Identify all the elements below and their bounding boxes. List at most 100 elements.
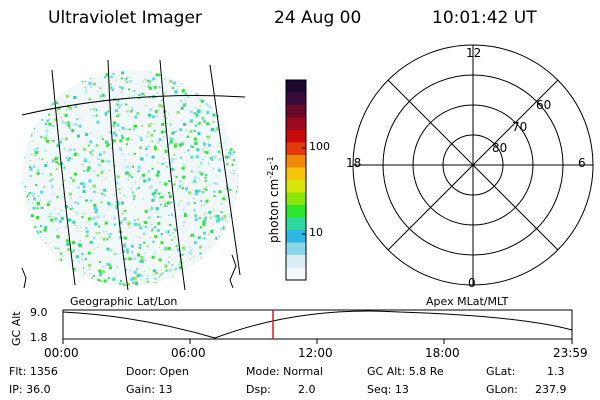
speckle xyxy=(224,92,226,94)
speckle xyxy=(121,249,125,253)
speckle xyxy=(176,243,178,245)
speckle xyxy=(85,81,86,82)
speckle xyxy=(69,208,72,211)
speckle xyxy=(222,111,226,115)
speckle xyxy=(167,205,168,207)
speckle xyxy=(138,165,141,168)
colorbar-segment xyxy=(286,80,306,93)
speckle xyxy=(53,193,55,195)
speckle xyxy=(184,103,187,106)
speckle xyxy=(195,189,198,193)
speckle xyxy=(181,246,185,250)
speckle xyxy=(164,246,167,249)
speckle xyxy=(197,72,201,76)
speckle xyxy=(41,118,44,121)
speckle xyxy=(48,113,51,116)
speckle xyxy=(88,81,92,85)
speckle xyxy=(158,138,162,141)
speckle xyxy=(160,233,163,236)
speckle xyxy=(218,282,221,285)
speckle xyxy=(173,131,176,134)
speckle xyxy=(163,158,165,160)
speckle xyxy=(68,157,71,160)
speckle xyxy=(153,85,157,89)
speckle xyxy=(29,167,33,171)
speckle xyxy=(59,76,62,79)
speckle xyxy=(136,135,138,136)
speckle xyxy=(129,77,131,79)
speckle xyxy=(125,143,128,146)
speckle xyxy=(142,80,144,82)
speckle xyxy=(234,272,237,275)
speckle xyxy=(204,146,206,148)
speckle xyxy=(119,139,123,143)
speckle xyxy=(144,209,148,213)
speckle xyxy=(194,142,198,145)
speckle xyxy=(112,89,114,92)
speckle xyxy=(133,128,136,131)
speckle xyxy=(99,280,103,284)
speckle xyxy=(75,224,77,226)
speckle xyxy=(55,81,58,84)
x-tick-label-1200: 12:00 xyxy=(298,346,333,360)
speckle xyxy=(32,202,34,204)
speckle xyxy=(99,87,102,90)
speckle xyxy=(83,169,85,172)
speckle xyxy=(157,221,161,225)
speckle xyxy=(96,215,100,219)
speckle xyxy=(160,203,162,206)
mlt-label-6: 6 xyxy=(578,156,586,170)
speckle xyxy=(25,270,29,274)
speckle xyxy=(63,148,65,150)
speckle xyxy=(188,191,192,195)
speckle xyxy=(158,109,160,111)
speckle xyxy=(107,202,111,205)
speckle xyxy=(199,267,203,271)
speckle xyxy=(223,263,226,266)
speckle xyxy=(134,222,137,226)
speckle xyxy=(184,216,186,218)
speckle xyxy=(94,222,98,226)
speckle xyxy=(38,98,40,101)
speckle xyxy=(79,118,81,120)
speckle xyxy=(210,230,214,233)
speckle xyxy=(235,213,237,216)
speckle xyxy=(121,103,123,106)
speckle xyxy=(87,217,91,221)
speckle xyxy=(199,178,200,180)
speckle xyxy=(81,216,84,218)
speckle xyxy=(23,157,25,159)
speckle xyxy=(65,226,67,228)
speckle xyxy=(222,74,226,78)
speckle xyxy=(171,231,174,234)
speckle xyxy=(127,178,130,181)
speckle xyxy=(224,70,227,74)
speckle xyxy=(189,70,193,74)
speckle xyxy=(89,240,93,244)
speckle xyxy=(179,180,181,182)
speckle xyxy=(181,184,183,186)
speckle xyxy=(193,176,197,180)
speckle xyxy=(67,248,71,251)
speckle xyxy=(182,222,184,224)
speckle xyxy=(226,246,228,247)
speckle xyxy=(103,279,107,283)
speckle xyxy=(147,131,150,134)
speckle xyxy=(28,251,30,253)
speckle xyxy=(171,279,175,282)
speckle xyxy=(185,100,187,101)
speckle xyxy=(147,178,151,181)
speckle xyxy=(147,170,150,173)
dsp-value: 2.0 xyxy=(298,383,316,396)
speckle xyxy=(145,153,148,156)
speckle xyxy=(203,119,207,123)
speckle xyxy=(161,105,165,108)
speckle xyxy=(106,248,108,250)
speckle xyxy=(29,191,32,194)
speckle xyxy=(57,212,60,215)
speckle xyxy=(106,238,109,241)
speckle xyxy=(24,185,27,188)
speckle xyxy=(103,194,106,197)
speckle xyxy=(219,266,221,269)
speckle xyxy=(58,220,62,224)
